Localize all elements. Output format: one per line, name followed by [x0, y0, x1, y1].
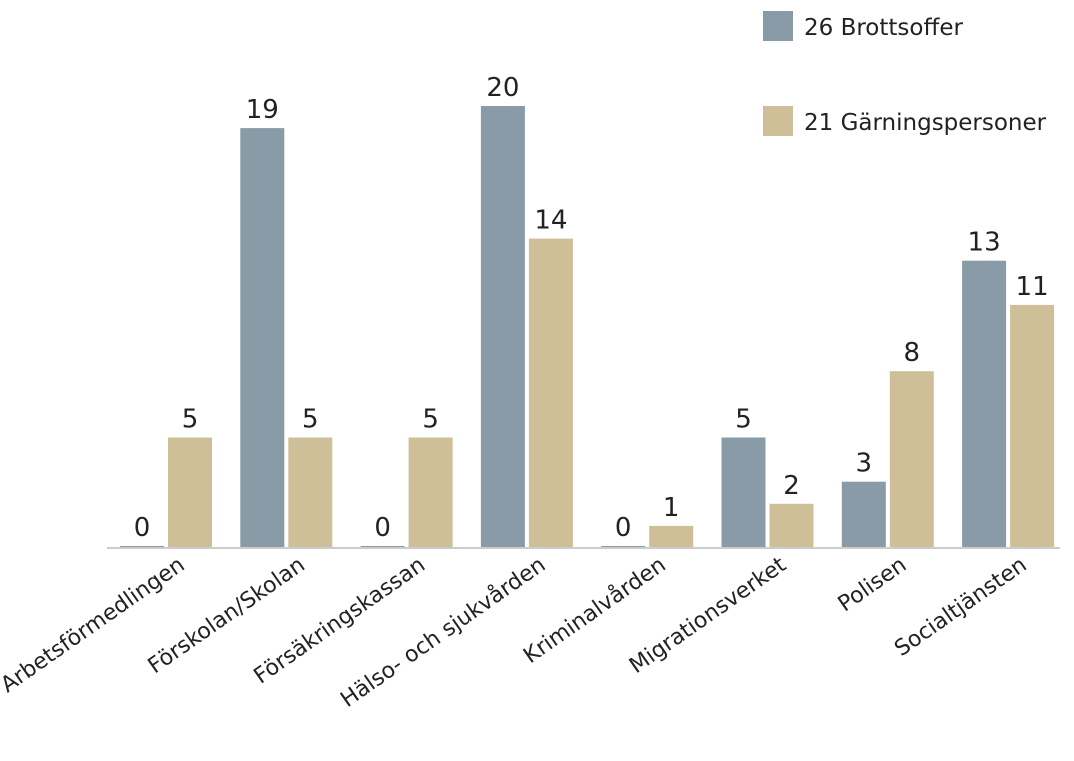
- value-label-socialtjansten-series-2: 11: [1016, 272, 1049, 302]
- legend-label-series-1: 26 Brottsoffer: [804, 15, 963, 41]
- bar-migrationsverket-series-1: [721, 437, 766, 548]
- bar-migrationsverket-series-2: [769, 503, 814, 548]
- bar-arbetsformedlingen-series-2: [168, 437, 212, 548]
- bar-forskolan-skolan-series-1: [240, 128, 285, 548]
- category-label-socialtjansten: Socialtjänsten: [890, 552, 1031, 661]
- bars-group: [120, 106, 1055, 548]
- value-label-migrationsverket-series-2: 2: [783, 471, 800, 501]
- value-label-arbetsformedlingen-series-1: 0: [134, 513, 151, 543]
- bar-kriminalvarden-series-2: [649, 525, 694, 548]
- category-labels-group: ArbetsförmedlingenFörskolan/SkolanFörsäk…: [0, 552, 1032, 713]
- bar-forskolan-skolan-series-2: [288, 437, 333, 548]
- value-label-halso-och-sjukvarden-series-1: 20: [486, 73, 519, 103]
- legend-label-series-2: 21 Gärningspersoner: [804, 110, 1047, 136]
- value-label-kriminalvarden-series-2: 1: [663, 493, 680, 523]
- value-label-migrationsverket-series-1: 5: [735, 405, 752, 435]
- legend-swatch-series-1: [763, 11, 793, 41]
- legend: 26 Brottsoffer 21 Gärningspersoner: [763, 11, 1047, 136]
- bar-socialtjansten-series-2: [1010, 304, 1055, 548]
- value-label-forskolan-skolan-series-2: 5: [302, 405, 319, 435]
- value-label-polisen-series-1: 3: [856, 449, 873, 479]
- value-label-forsakringskassan-series-1: 0: [374, 513, 391, 543]
- bar-polisen-series-2: [889, 371, 934, 548]
- value-label-forskolan-skolan-series-1: 19: [246, 95, 279, 125]
- value-label-arbetsformedlingen-series-2: 5: [182, 405, 199, 435]
- value-labels-group: 0 5 19 5 0 5 20 14 0 1 5 2 3 8 13 11: [134, 73, 1049, 543]
- bar-halso-och-sjukvarden-series-2: [528, 238, 573, 548]
- category-label-polisen: Polisen: [834, 552, 912, 617]
- value-label-forsakringskassan-series-2: 5: [422, 405, 439, 435]
- legend-swatch-series-2: [763, 106, 793, 136]
- value-label-kriminalvarden-series-1: 0: [615, 513, 632, 543]
- value-label-polisen-series-2: 8: [904, 338, 921, 368]
- bar-polisen-series-1: [841, 481, 886, 548]
- bar-socialtjansten-series-1: [962, 260, 1007, 548]
- value-label-socialtjansten-series-1: 13: [968, 228, 1001, 258]
- category-label-halso-och-sjukvarden: Hälso- och sjukvården: [336, 552, 551, 713]
- bar-halso-och-sjukvarden-series-1: [480, 106, 525, 548]
- bar-forsakringskassan-series-2: [408, 437, 453, 548]
- value-label-halso-och-sjukvarden-series-2: 14: [534, 206, 567, 236]
